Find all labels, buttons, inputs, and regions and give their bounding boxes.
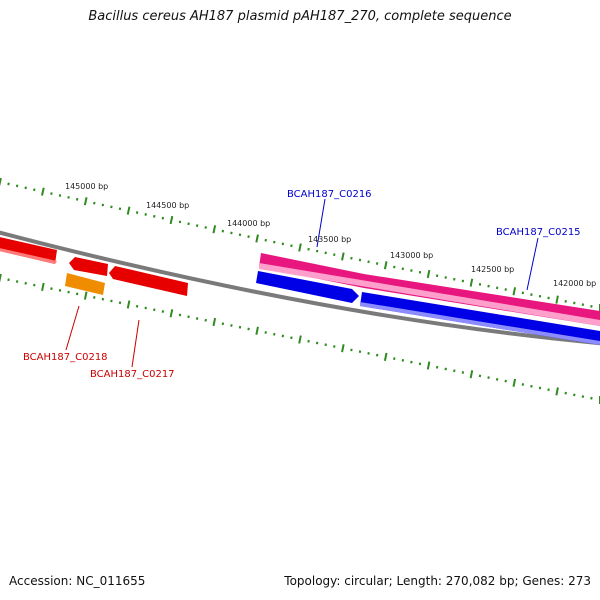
major-tick	[512, 378, 517, 387]
plasmid-backbone	[0, 230, 600, 346]
minor-tick	[144, 213, 147, 216]
minor-tick	[187, 222, 190, 226]
minor-tick	[153, 214, 156, 218]
minor-tick	[50, 192, 53, 195]
scale-label: 142500 bp	[471, 265, 514, 274]
gene-label-C0217[interactable]: BCAH187_C0217	[90, 369, 175, 380]
gene-label-C0215[interactable]: BCAH187_C0215	[496, 227, 581, 238]
major-tick	[469, 278, 474, 287]
major-tick	[555, 295, 559, 304]
minor-tick	[75, 197, 79, 201]
major-tick	[212, 317, 217, 327]
inner-tick-ring	[0, 273, 600, 404]
minor-tick	[58, 194, 62, 197]
major-tick	[83, 197, 88, 206]
major-tick	[512, 287, 517, 296]
leader-C0217	[131, 319, 140, 368]
major-tick	[469, 370, 474, 379]
major-tick	[0, 273, 2, 283]
minor-tick	[135, 211, 139, 214]
major-tick	[83, 291, 88, 300]
major-tick	[255, 326, 259, 335]
major-tick	[383, 352, 388, 362]
minor-tick	[195, 224, 199, 227]
gene-BCAH187_C0218-red[interactable]	[69, 257, 108, 276]
major-tick	[341, 344, 345, 353]
minor-tick	[24, 186, 27, 190]
gene-label-C0216[interactable]: BCAH187_C0216	[287, 189, 372, 200]
gene-stripe-red	[0, 248, 57, 264]
outer-tick-ring	[0, 177, 600, 312]
scale-label: 142000 bp	[553, 279, 596, 288]
major-tick	[41, 282, 45, 291]
minor-tick	[110, 205, 113, 209]
major-tick	[169, 309, 174, 318]
major-tick	[555, 387, 559, 396]
major-tick	[341, 252, 345, 261]
minor-tick	[93, 201, 96, 205]
minor-tick	[204, 226, 207, 229]
gene-BCAH187_C0218[interactable]	[65, 273, 105, 295]
leader-C0215	[526, 237, 539, 291]
leader-C0218	[65, 305, 80, 351]
scale-label: 144000 bp	[227, 219, 270, 228]
map-title: Bacillus cereus AH187 plasmid pAH187_270…	[88, 9, 512, 24]
major-tick	[426, 269, 431, 279]
major-tick	[298, 243, 302, 252]
scale-label: 144500 bp	[146, 201, 189, 210]
minor-tick	[221, 229, 225, 233]
scale-label: 143000 bp	[390, 251, 433, 260]
gene-blue-1[interactable]	[256, 271, 359, 303]
minor-tick	[118, 207, 122, 211]
minor-tick	[33, 188, 36, 192]
major-tick	[298, 335, 302, 344]
major-tick	[41, 187, 45, 196]
minor-tick	[238, 233, 242, 237]
gene-label-C0218[interactable]: BCAH187_C0218	[23, 352, 108, 363]
major-tick	[169, 215, 174, 225]
gene-red-left[interactable]	[0, 236, 57, 264]
minor-tick	[15, 184, 19, 188]
accession-text: Accession: NC_011655	[9, 574, 146, 588]
major-tick	[0, 177, 2, 187]
topology-summary: Topology: circular; Length: 270,082 bp; …	[284, 574, 591, 588]
minor-tick	[101, 203, 105, 207]
major-tick	[126, 300, 131, 309]
gene-stripe-blue	[360, 302, 600, 345]
minor-tick	[7, 182, 10, 186]
major-tick	[126, 206, 131, 215]
gene-BCAH187_C0217[interactable]	[109, 266, 188, 296]
minor-tick	[230, 231, 233, 235]
gene-stripe-pink	[259, 263, 600, 326]
major-tick	[426, 361, 431, 370]
minor-tick	[161, 216, 165, 220]
scale-label: 143500 bp	[308, 235, 351, 244]
scale-label: 145000 bp	[65, 182, 108, 191]
major-tick	[255, 234, 259, 243]
leader-C0216	[316, 198, 326, 248]
major-tick	[212, 225, 217, 234]
minor-tick	[178, 220, 182, 224]
minor-tick	[67, 196, 70, 199]
major-tick	[383, 261, 388, 270]
